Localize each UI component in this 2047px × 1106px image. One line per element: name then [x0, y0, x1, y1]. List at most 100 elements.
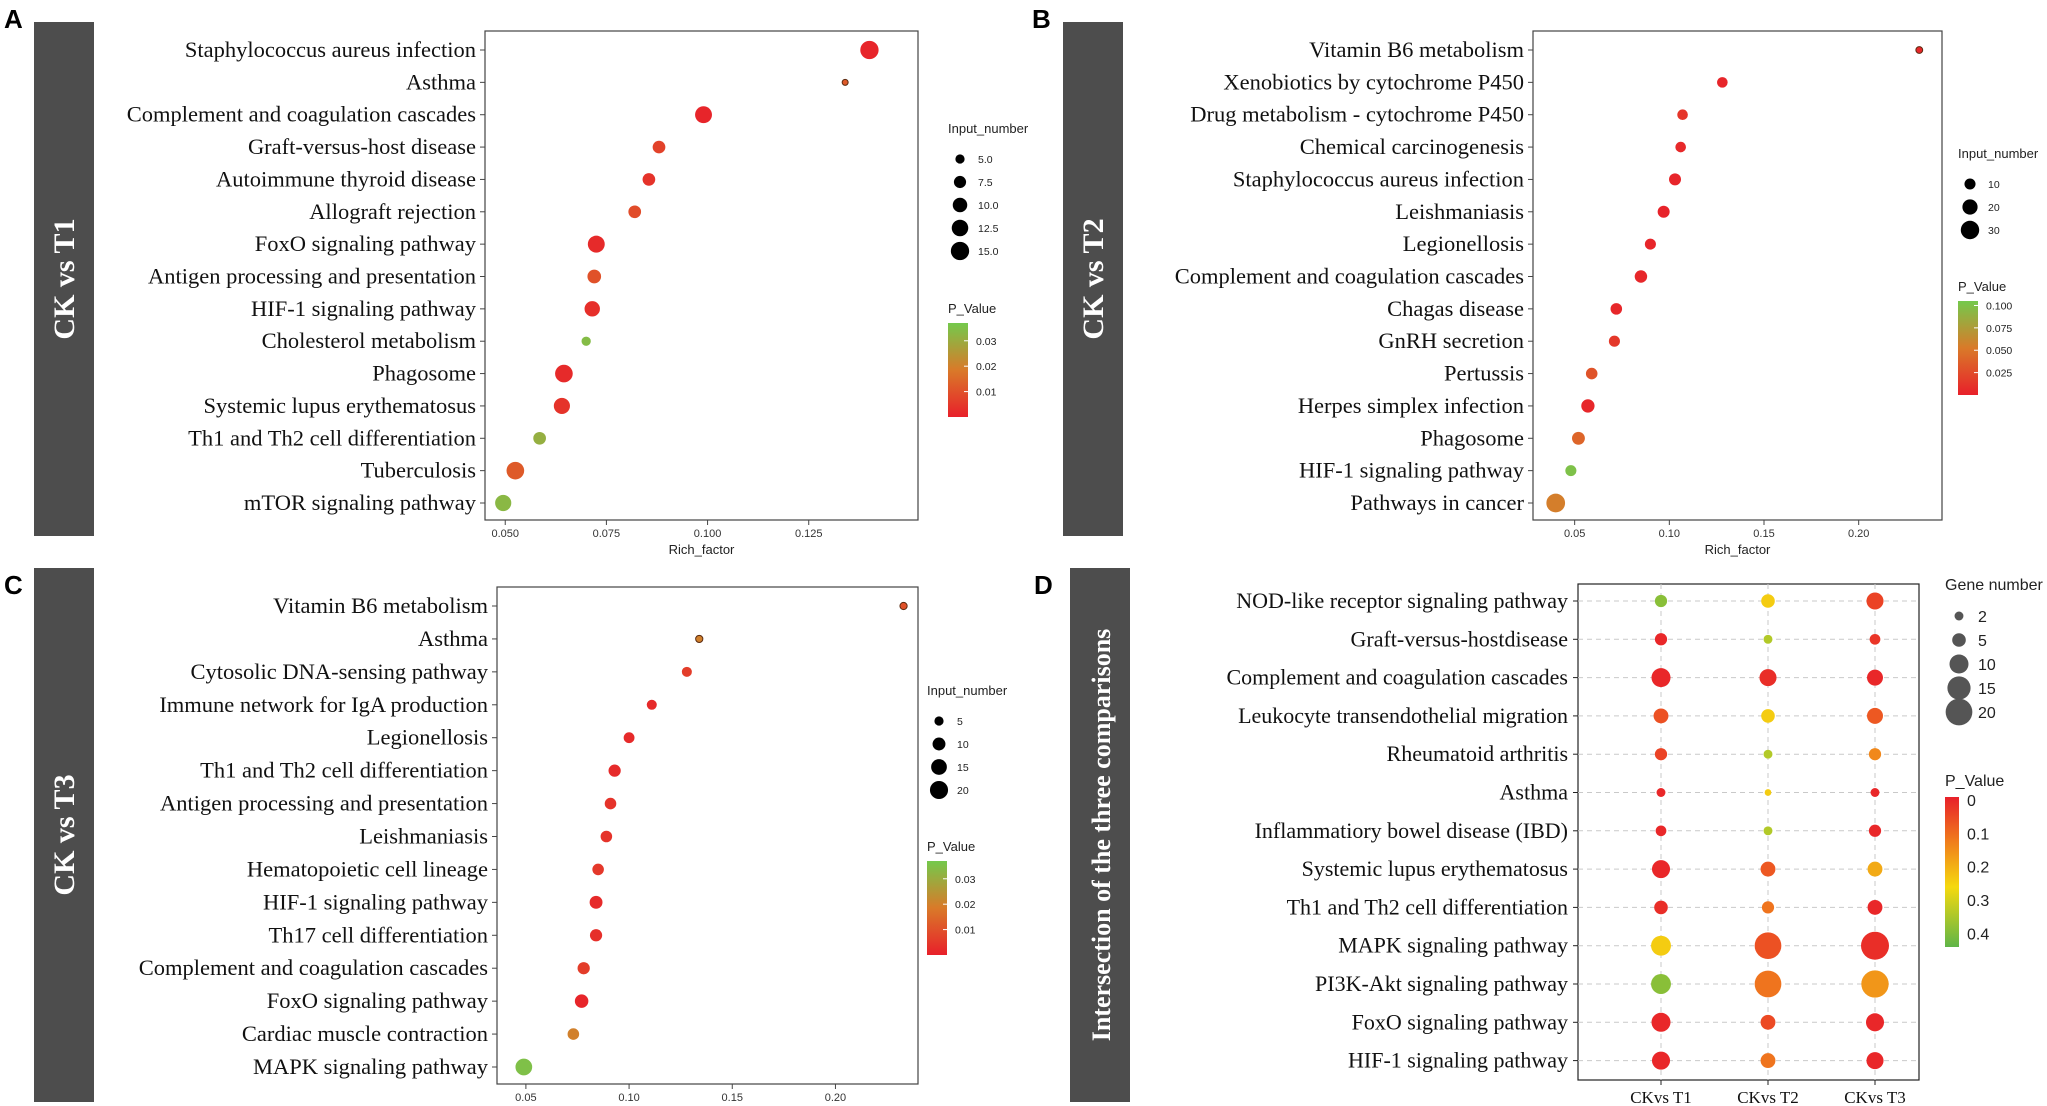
- data-point: [1608, 335, 1620, 347]
- data-point: [1861, 931, 1889, 960]
- size-legend-label: 10.0: [978, 200, 999, 212]
- data-point: [1867, 707, 1883, 724]
- x-tick-label: CKvs T1: [1630, 1088, 1692, 1106]
- data-point: [1867, 899, 1883, 915]
- category-label: Xenobiotics by cytochrome P450: [1223, 69, 1524, 94]
- side-band: [34, 568, 94, 1102]
- data-point: [642, 173, 656, 186]
- x-tick-label: 0.100: [694, 528, 722, 540]
- category-label: Th1 and Th2 cell differentiation: [1287, 894, 1568, 919]
- data-point: [1761, 594, 1775, 608]
- color-bar-label: 0.100: [1986, 300, 2012, 312]
- size-legend-label: 10: [1978, 657, 1996, 674]
- data-point: [589, 895, 603, 909]
- color-bar: [927, 861, 947, 955]
- data-point: [1675, 141, 1686, 153]
- data-point: [1585, 367, 1598, 380]
- category-label: Inflammatiory bowel disease (IBD): [1255, 818, 1568, 843]
- color-bar-label: 0.3: [1967, 893, 1989, 910]
- data-point: [587, 235, 605, 253]
- category-label: Vitamin B6 metabolism: [1309, 37, 1524, 62]
- category-label: Staphylococcus aureus infection: [1233, 166, 1524, 191]
- category-label: PI3K-Akt signaling pathway: [1315, 971, 1568, 996]
- data-point: [1754, 970, 1782, 998]
- color-bar-label: 0.01: [976, 387, 997, 399]
- data-point: [1653, 708, 1669, 724]
- category-label: Vitamin B6 metabolism: [273, 593, 488, 618]
- category-label: Graft-versus-host disease: [248, 134, 476, 159]
- size-legend-label: 5.0: [978, 154, 993, 166]
- data-point: [1760, 861, 1776, 877]
- size-legend-label: 5: [1978, 633, 1987, 650]
- size-legend-label: 30: [1988, 225, 2000, 237]
- category-label: Cytosolic DNA-sensing pathway: [191, 659, 489, 684]
- size-legend-label: 10: [957, 739, 969, 751]
- data-point: [577, 962, 590, 975]
- category-label: Chagas disease: [1387, 296, 1524, 321]
- category-label: Autoimmune thyroid disease: [216, 166, 476, 191]
- category-label: Systemic lupus erythematosus: [204, 393, 476, 418]
- category-label: Cardiac muscle contraction: [242, 1021, 488, 1046]
- data-point: [1870, 788, 1880, 797]
- data-point: [495, 494, 512, 512]
- panel-letter: D: [1034, 570, 1053, 600]
- color-bar-label: 0: [1967, 793, 1976, 810]
- category-label: Complement and coagulation cascades: [1227, 665, 1569, 690]
- data-point: [860, 40, 879, 60]
- color-bar-label: 0.4: [1967, 926, 1989, 943]
- data-point: [646, 699, 657, 710]
- data-point: [506, 461, 525, 480]
- color-bar-label: 0.03: [955, 874, 976, 886]
- color-legend-title: P_Value: [948, 301, 996, 316]
- panel-letter: B: [1032, 4, 1051, 34]
- data-point: [1610, 303, 1623, 315]
- category-label: Phagosome: [1420, 425, 1524, 450]
- color-bar-label: 0.2: [1967, 860, 1989, 877]
- data-point: [1764, 789, 1772, 796]
- size-legend-dot: [1945, 698, 1973, 726]
- category-label: Staphylococcus aureus infection: [185, 37, 476, 62]
- data-point: [695, 634, 704, 644]
- plot-frame: [1532, 30, 1943, 521]
- size-legend-title: Input_number: [948, 121, 1029, 136]
- color-bar-label: 0.01: [955, 925, 976, 937]
- x-tick-label: 0.050: [491, 528, 519, 540]
- panel-c: CCK vs T30.050.100.150.20Rich_factorVita…: [4, 568, 1008, 1104]
- data-point: [1761, 709, 1775, 723]
- side-label: CK vs T1: [48, 218, 81, 339]
- x-tick-label: 0.05: [515, 1092, 536, 1104]
- plot-frame: [484, 30, 919, 521]
- data-point: [600, 830, 613, 843]
- data-point: [1572, 431, 1585, 445]
- data-point: [1654, 748, 1668, 761]
- panel-a: A CK vs T1 0.050 0.075 0.100 0.125 Rich_factor…: [4, 4, 1029, 557]
- data-point: [1651, 668, 1671, 688]
- color-bar-label: 0.02: [976, 361, 997, 373]
- category-label: Legionellosis: [367, 725, 488, 750]
- size-legend-title: Gene number: [1945, 577, 2044, 594]
- size-legend-dot: [1960, 220, 1980, 240]
- data-point: [1869, 633, 1881, 645]
- data-point: [1654, 594, 1668, 608]
- category-label: Immune network for IgA production: [159, 692, 488, 717]
- data-point: [1867, 669, 1883, 686]
- data-point: [1865, 1013, 1885, 1032]
- category-label: Phagosome: [372, 361, 476, 386]
- data-point: [1868, 824, 1882, 837]
- color-bar-label: 0.025: [1986, 368, 2012, 380]
- size-legend-label: 15: [1978, 681, 1996, 698]
- size-legend-label: 10: [1988, 179, 2000, 191]
- data-point: [1546, 493, 1566, 513]
- category-label: Graft-versus-hostdisease: [1351, 626, 1569, 651]
- data-point: [1868, 748, 1882, 761]
- x-tick-label: 0.15: [722, 1092, 743, 1104]
- data-point: [1651, 860, 1671, 879]
- data-point: [1655, 825, 1667, 837]
- data-point: [1759, 669, 1777, 687]
- x-tick-label: 0.15: [1753, 528, 1774, 540]
- data-point: [1763, 634, 1773, 644]
- color-bar-label: 0.050: [1986, 345, 2012, 357]
- category-label: Tuberculosis: [361, 458, 476, 483]
- category-label: Antigen processing and presentation: [160, 791, 488, 816]
- x-tick-label: 0.20: [825, 1092, 846, 1104]
